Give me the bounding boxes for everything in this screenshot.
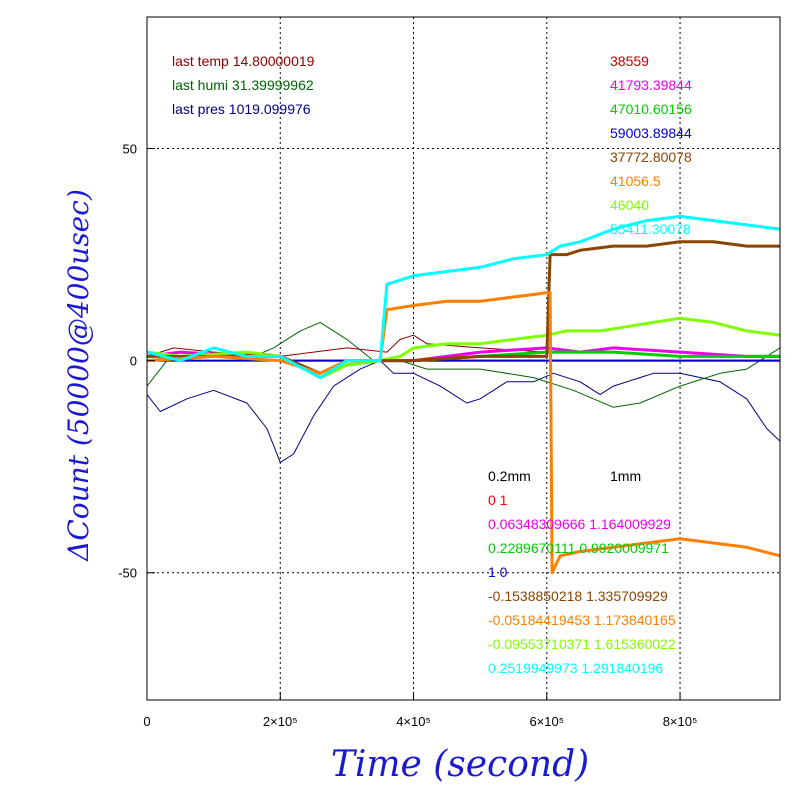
coef-label-4: -0.1538850218 1.335709929 bbox=[488, 588, 668, 604]
env-label-0: last temp 14.80000019 bbox=[172, 53, 315, 69]
y-tick-label-0: -50 bbox=[118, 566, 137, 581]
x-tick-label-4: 8×10⁵ bbox=[663, 714, 698, 729]
count-labels: 38559 41793.39844 47010.60156 59003.89844 37… bbox=[610, 53, 692, 237]
count-label-0: 38559 bbox=[610, 53, 649, 69]
series-line-9 bbox=[146, 291, 781, 575]
coef-header-right: 1mm bbox=[610, 468, 641, 484]
coef-label-5: -0.05184419453 1.173840165 bbox=[488, 612, 676, 628]
count-label-1: 41793.39844 bbox=[610, 77, 692, 93]
coef-label-2: 0.2289670111 0.9920009971 bbox=[488, 540, 669, 556]
data-series bbox=[146, 214, 781, 575]
x-axis-title: Time (second) bbox=[331, 744, 589, 785]
coefficient-labels: 0.2mm 1mm 0 1 0.06348309666 1.164009929 0.… bbox=[488, 468, 676, 676]
x-tick-label-1: 2×10⁵ bbox=[263, 714, 298, 729]
environment-labels: last temp 14.80000019 last humi 31.399999… bbox=[172, 53, 315, 117]
y-tick-label-2: 50 bbox=[123, 142, 137, 157]
y-tick-label-1: 0 bbox=[130, 354, 137, 369]
coef-label-3: 1 0 bbox=[488, 564, 508, 580]
plot-frame bbox=[146, 16, 781, 701]
coef-label-6: -0.09553710371 1.615360022 bbox=[488, 636, 676, 652]
count-label-5: 41056.5 bbox=[610, 173, 661, 189]
coef-label-7: 0.2519949973 1.291840196 bbox=[488, 660, 663, 676]
coef-header-left: 0.2mm bbox=[488, 468, 531, 484]
y-axis-title: ΔCount (50000@400usec) bbox=[62, 189, 95, 562]
series-line-0 bbox=[146, 360, 781, 463]
x-tick-label-0: 0 bbox=[143, 714, 150, 729]
count-label-6: 46040 bbox=[610, 197, 649, 213]
count-label-3: 59003.89844 bbox=[610, 125, 692, 141]
env-label-1: last humi 31.39999962 bbox=[172, 77, 314, 93]
coef-label-1: 0.06348309666 1.164009929 bbox=[488, 516, 671, 532]
count-label-4: 37772.80078 bbox=[610, 149, 692, 165]
env-label-2: last pres 1019.099976 bbox=[172, 101, 311, 117]
count-label-7: 55411.30078 bbox=[610, 221, 691, 237]
count-label-2: 47010.60156 bbox=[610, 101, 692, 117]
x-tick-label-3: 6×10⁵ bbox=[529, 714, 564, 729]
coef-label-0: 0 1 bbox=[488, 492, 508, 508]
series-line-10 bbox=[146, 214, 781, 380]
x-tick-label-2: 4×10⁵ bbox=[396, 714, 431, 729]
axis-ticks: 0 2×10⁵ 4×10⁵ 6×10⁵ 8×10⁵ -50 0 50 bbox=[118, 142, 697, 729]
